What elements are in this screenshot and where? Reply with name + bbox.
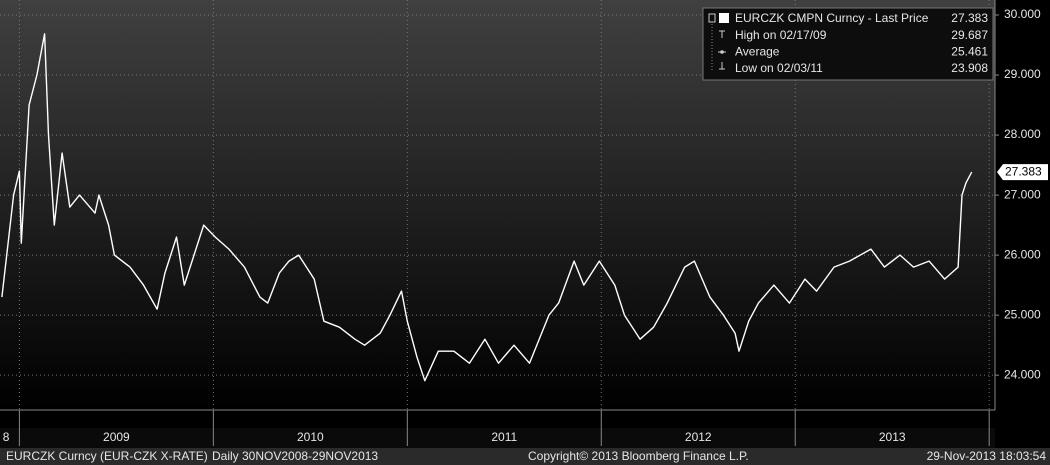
legend-icon-low [719,62,725,70]
period-label: 2009 [103,430,130,444]
legend-icon-avg-dot [720,50,724,54]
legend: EURCZK CMPN Curncy - Last Price 27.383 H… [702,7,994,81]
legend-row-label: Low on 02/03/11 [735,61,823,75]
legend-row-label: Average [735,45,780,59]
y-tick-label: 24.000 [1004,367,1041,381]
legend-row-label: High on 02/17/09 [735,28,827,42]
legend-last: 27.383 [951,11,988,25]
legend-row-value: 23.908 [951,61,988,75]
legend-series: EURCZK CMPN Curncy - Last Price [735,11,929,25]
y-tick-label: 25.000 [1004,307,1041,321]
period-label: 8 [3,430,10,444]
legend-icon-high [719,30,725,38]
legend-box [702,7,994,81]
y-tick-label: 28.000 [1004,127,1041,141]
period-label: 2013 [879,430,906,444]
last-price-label: 27.383 [1005,164,1042,178]
y-tick-label: 29.000 [1004,67,1041,81]
price-line [1,33,973,382]
legend-swatch [719,13,729,23]
y-tick-label: 27.000 [1004,187,1041,201]
footer-left: EURCZK Curncy (EUR-CZK X-RATE) [6,449,208,463]
period-strip [0,428,995,448]
footer-bar [0,448,1050,465]
legend-icon [708,13,716,23]
y-tick-label: 30.000 [1004,7,1041,21]
period-label: 2011 [491,430,517,444]
footer-timestamp: 29-Nov-2013 18:03:54 [927,449,1047,463]
period-label: 2012 [685,430,712,444]
y-tick-label: 26.000 [1004,247,1041,261]
legend-row-value: 25.461 [951,45,988,59]
footer-copyright: Copyright© 2013 Bloomberg Finance L.P. [528,449,749,463]
period-label: 2010 [297,430,324,444]
last-price-tag [997,164,1048,181]
footer-range: Daily 30NOV2008-29NOV2013 [212,449,378,463]
legend-row-value: 29.687 [951,28,988,42]
